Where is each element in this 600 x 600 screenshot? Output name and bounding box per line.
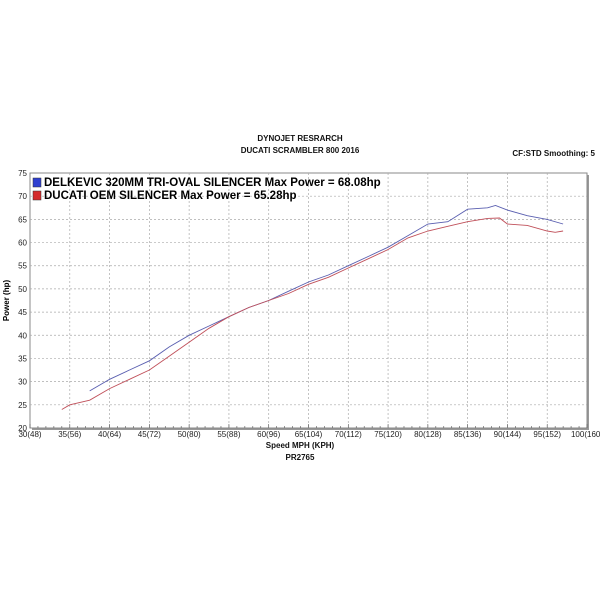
x-tick-label: 40(64) [98, 430, 121, 439]
x-tick-label: 80(128) [414, 430, 442, 439]
y-tick-label: 65 [18, 215, 27, 224]
x-tick-label: 50(80) [178, 430, 201, 439]
x-tick-label: 70(112) [335, 430, 362, 439]
y-tick-label: 30 [18, 378, 27, 387]
y-tick-label: 75 [18, 169, 27, 178]
legend-entry-1: DUCATI OEM SILENCER Max Power = 65.28hp [44, 190, 297, 202]
x-tick-label: 85(136) [454, 430, 482, 439]
y-tick-label: 60 [18, 239, 27, 248]
legend-swatch-1 [32, 190, 42, 201]
y-tick-label: 25 [18, 401, 27, 410]
x-tick-label: 45(72) [138, 430, 161, 439]
chart-title: DYNOJET RESRARCH [257, 134, 343, 143]
y-tick-label: 40 [18, 331, 27, 340]
footer-label: PR2765 [285, 453, 315, 462]
y-tick-label: 55 [18, 262, 27, 271]
corner-note: CF:STD Smoothing: 5 [512, 149, 595, 158]
series-line-0 [89, 205, 564, 392]
y-axis-label: Power (hp) [2, 280, 11, 322]
chart-subtitle: DUCATI SCRAMBLER 800 2016 [240, 146, 360, 155]
legend-entry-0: DELKEVIC 320MM TRI-OVAL SILENCER Max Pow… [44, 177, 381, 189]
x-tick-label: 65(104) [295, 430, 323, 439]
x-tick-label: 75(120) [374, 430, 402, 439]
x-tick-label: 35(56) [58, 430, 81, 439]
x-tick-label: 60(96) [257, 430, 280, 439]
x-axis-label: Speed MPH (KPH) [265, 441, 335, 450]
series-line-1 [61, 217, 564, 410]
y-tick-label: 20 [18, 424, 27, 433]
x-tick-label: 30(48) [18, 430, 41, 439]
x-tick-label: 100(160) [571, 430, 600, 439]
y-tick-label: 70 [18, 192, 27, 201]
y-tick-label: 35 [18, 354, 27, 363]
y-tick-label: 50 [18, 285, 27, 294]
x-tick-label: 95(152) [533, 430, 561, 439]
x-tick-label: 55(88) [217, 430, 240, 439]
x-tick-label: 90(144) [494, 430, 522, 439]
y-tick-label: 45 [18, 308, 27, 317]
legend-swatch-0 [32, 177, 42, 188]
